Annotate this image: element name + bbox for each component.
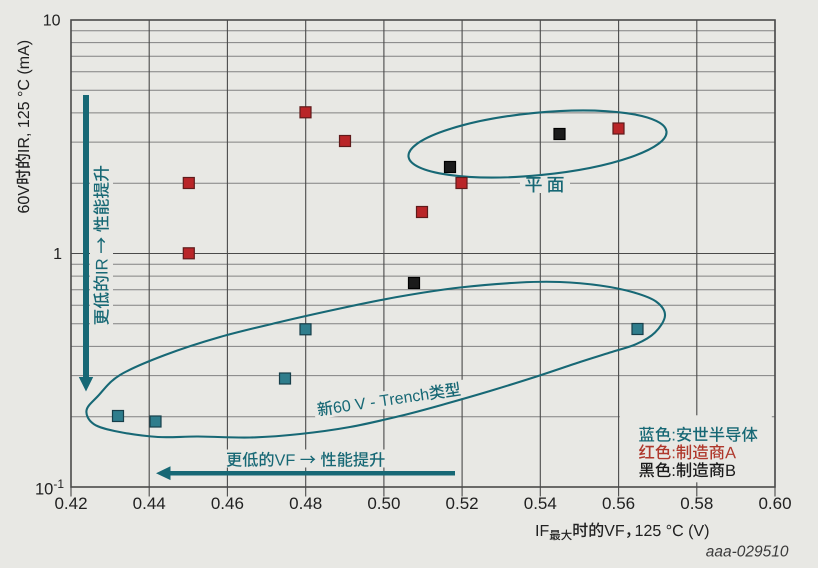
svg-text:0.52: 0.52 bbox=[446, 494, 479, 513]
svg-text:aaa-029510: aaa-029510 bbox=[706, 544, 789, 561]
svg-text:0.54: 0.54 bbox=[524, 494, 557, 513]
svg-text:0.44: 0.44 bbox=[133, 494, 166, 513]
svg-text:0.46: 0.46 bbox=[211, 494, 244, 513]
svg-text:10: 10 bbox=[43, 13, 61, 30]
svg-text:0.56: 0.56 bbox=[602, 494, 635, 513]
svg-text:0.42: 0.42 bbox=[54, 494, 87, 513]
svg-text:0.60: 0.60 bbox=[758, 494, 791, 513]
svg-text:1: 1 bbox=[53, 246, 62, 263]
svg-text:0.50: 0.50 bbox=[367, 494, 400, 513]
svg-text:0.58: 0.58 bbox=[680, 494, 713, 513]
svg-text:0.48: 0.48 bbox=[289, 494, 322, 513]
